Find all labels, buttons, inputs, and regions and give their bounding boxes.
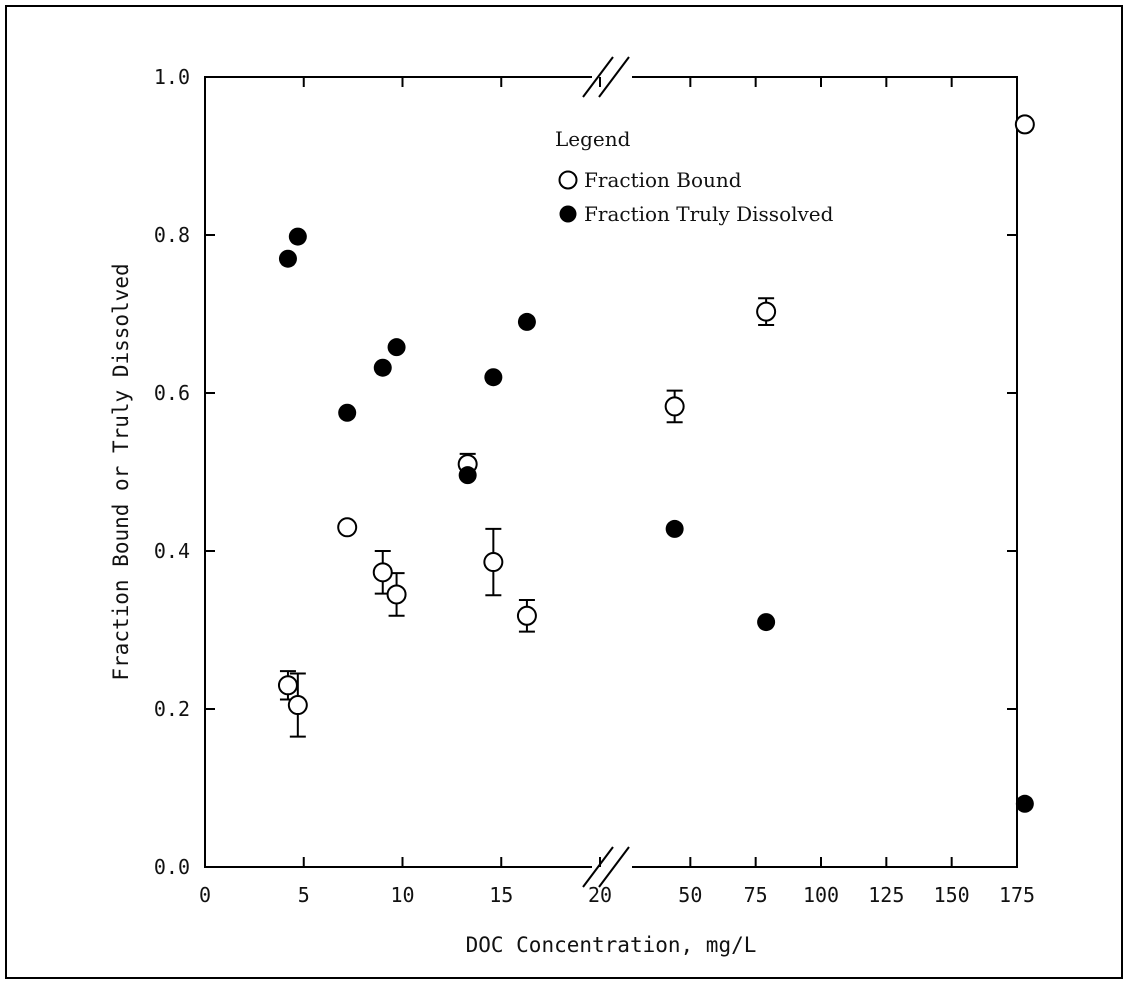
y-tick-label: 0.6 bbox=[154, 381, 190, 405]
y-axis-title: Fraction Bound or Truly Dissolved bbox=[109, 263, 133, 680]
y-tick-label: 1.0 bbox=[154, 65, 190, 89]
axis-break-bottom-slash bbox=[582, 846, 614, 888]
y-tick-label: 0.2 bbox=[154, 697, 190, 721]
axis-break-top-gap bbox=[592, 74, 632, 80]
point-fraction-truly-dissolved bbox=[1015, 794, 1034, 813]
legend-marker-fraction-bound bbox=[558, 170, 578, 190]
x-tick-label: 150 bbox=[934, 883, 970, 907]
point-fraction-bound bbox=[756, 301, 777, 322]
point-fraction-bound bbox=[516, 605, 537, 626]
point-fraction-truly-dissolved bbox=[338, 403, 357, 422]
axis-breaks bbox=[582, 56, 632, 888]
axis-break-top-slash bbox=[582, 56, 614, 98]
point-fraction-truly-dissolved bbox=[757, 613, 776, 632]
point-fraction-truly-dissolved bbox=[288, 227, 307, 246]
point-fraction-bound bbox=[483, 552, 504, 573]
axis-break-bottom-slash bbox=[598, 846, 630, 888]
point-fraction-truly-dissolved bbox=[278, 249, 297, 268]
figure-frame bbox=[5, 5, 1123, 979]
data-points bbox=[277, 114, 1035, 813]
x-axis-title: DOC Concentration, mg/L bbox=[466, 933, 757, 957]
point-fraction-bound bbox=[337, 517, 358, 538]
x-tick-label: 20 bbox=[588, 883, 612, 907]
x-tick-label: 5 bbox=[298, 883, 310, 907]
axis-break-bottom-gap bbox=[592, 864, 632, 870]
point-fraction-bound bbox=[372, 562, 393, 583]
plot-area bbox=[204, 76, 1018, 868]
point-fraction-truly-dissolved bbox=[517, 312, 536, 331]
point-fraction-truly-dissolved bbox=[665, 519, 684, 538]
point-fraction-bound bbox=[1014, 114, 1035, 135]
x-tick-label: 75 bbox=[744, 883, 768, 907]
x-tick-label: 125 bbox=[868, 883, 904, 907]
legend-marker-fraction-truly-dissolved bbox=[559, 205, 577, 223]
x-tick-label: 50 bbox=[678, 883, 702, 907]
tick-labels: 0.0 0.2 0.4 0.6 0.8 1.0 0 5 10 15 20 50 75 100 125 150 1… bbox=[154, 65, 1035, 907]
legend-label-fraction-truly-dissolved: Fraction Truly Dissolved bbox=[584, 202, 834, 226]
legend-title: Legend bbox=[555, 127, 631, 151]
point-fraction-truly-dissolved bbox=[484, 368, 503, 387]
axis-break-top-slash bbox=[598, 56, 630, 98]
y-tick-label: 0.0 bbox=[154, 855, 190, 879]
point-fraction-bound bbox=[277, 675, 298, 696]
point-fraction-bound bbox=[664, 396, 685, 417]
x-tick-label: 175 bbox=[999, 883, 1035, 907]
point-fraction-bound bbox=[287, 695, 308, 716]
tick-marks bbox=[204, 76, 1018, 868]
point-fraction-truly-dissolved bbox=[387, 338, 406, 357]
x-tick-label: 10 bbox=[390, 883, 414, 907]
x-tick-label: 100 bbox=[803, 883, 839, 907]
x-tick-label: 0 bbox=[199, 883, 211, 907]
y-tick-label: 0.4 bbox=[154, 539, 190, 563]
error-bars bbox=[279, 297, 775, 738]
y-tick-label: 0.8 bbox=[154, 223, 190, 247]
legend: Legend Fraction Bound Fraction Truly Dis… bbox=[555, 127, 834, 226]
point-fraction-truly-dissolved bbox=[458, 466, 477, 485]
point-fraction-bound bbox=[386, 584, 407, 605]
point-fraction-truly-dissolved bbox=[373, 358, 392, 377]
legend-label-fraction-bound: Fraction Bound bbox=[584, 168, 742, 192]
x-tick-label: 15 bbox=[489, 883, 513, 907]
